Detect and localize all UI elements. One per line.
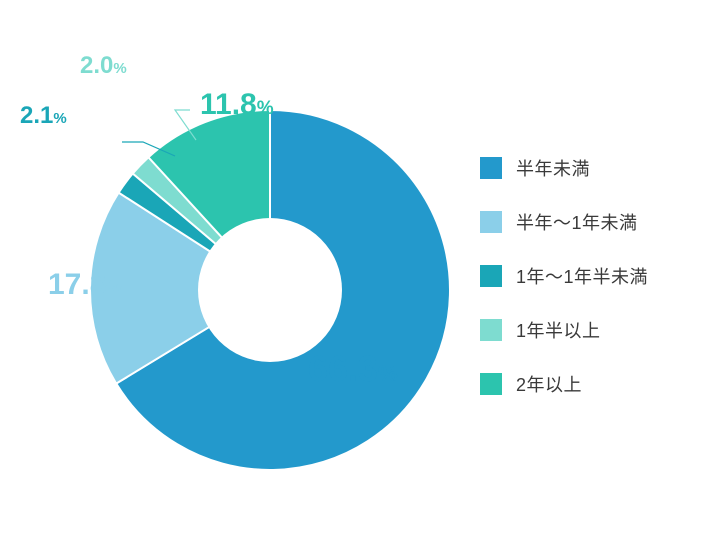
legend-item-0: 半年未満 [480,155,670,181]
legend-label: 1年半以上 [516,317,601,343]
legend-label: 半年未満 [516,155,590,181]
slice-label-unit: % [106,278,123,299]
slice-label-0: 66.3% [308,348,398,390]
donut-hole [198,218,342,362]
slice-label-value: 66.3 [308,348,378,389]
slice-label-2: 2.1% [20,102,67,130]
slice-label-unit: % [53,110,66,127]
slice-label-unit: % [113,60,126,77]
slice-label-value: 11.8 [200,88,257,121]
slice-label-unit: % [378,361,398,386]
legend-label: 半年～1年未満 [516,209,638,235]
pie-svg [80,100,460,480]
legend-swatch [480,373,502,395]
legend-label: 1年～1年半未満 [516,263,648,289]
legend-item-2: 1年～1年半未満 [480,263,670,289]
legend-label: 2年以上 [516,371,582,397]
slice-label-3: 2.0% [80,52,127,80]
legend: 半年未満半年～1年未満 1年～1年半未満 1年半以上 2年以上 [480,155,670,425]
slice-label-value: 17.8 [48,268,106,301]
pie-chart: 66.3%17.8%2.1%2.0%11.8% [30,50,470,510]
legend-swatch [480,265,502,287]
legend-swatch [480,211,502,233]
legend-item-1: 半年～1年未満 [480,209,670,235]
slice-label-unit: % [257,98,274,119]
legend-swatch [480,157,502,179]
slice-label-value: 2.0 [80,52,113,79]
legend-swatch [480,319,502,341]
slice-label-value: 2.1 [20,102,53,129]
slice-label-1: 17.8% [48,268,123,302]
legend-item-4: 2年以上 [480,371,670,397]
legend-item-3: 1年半以上 [480,317,670,343]
slice-label-4: 11.8% [200,88,274,122]
